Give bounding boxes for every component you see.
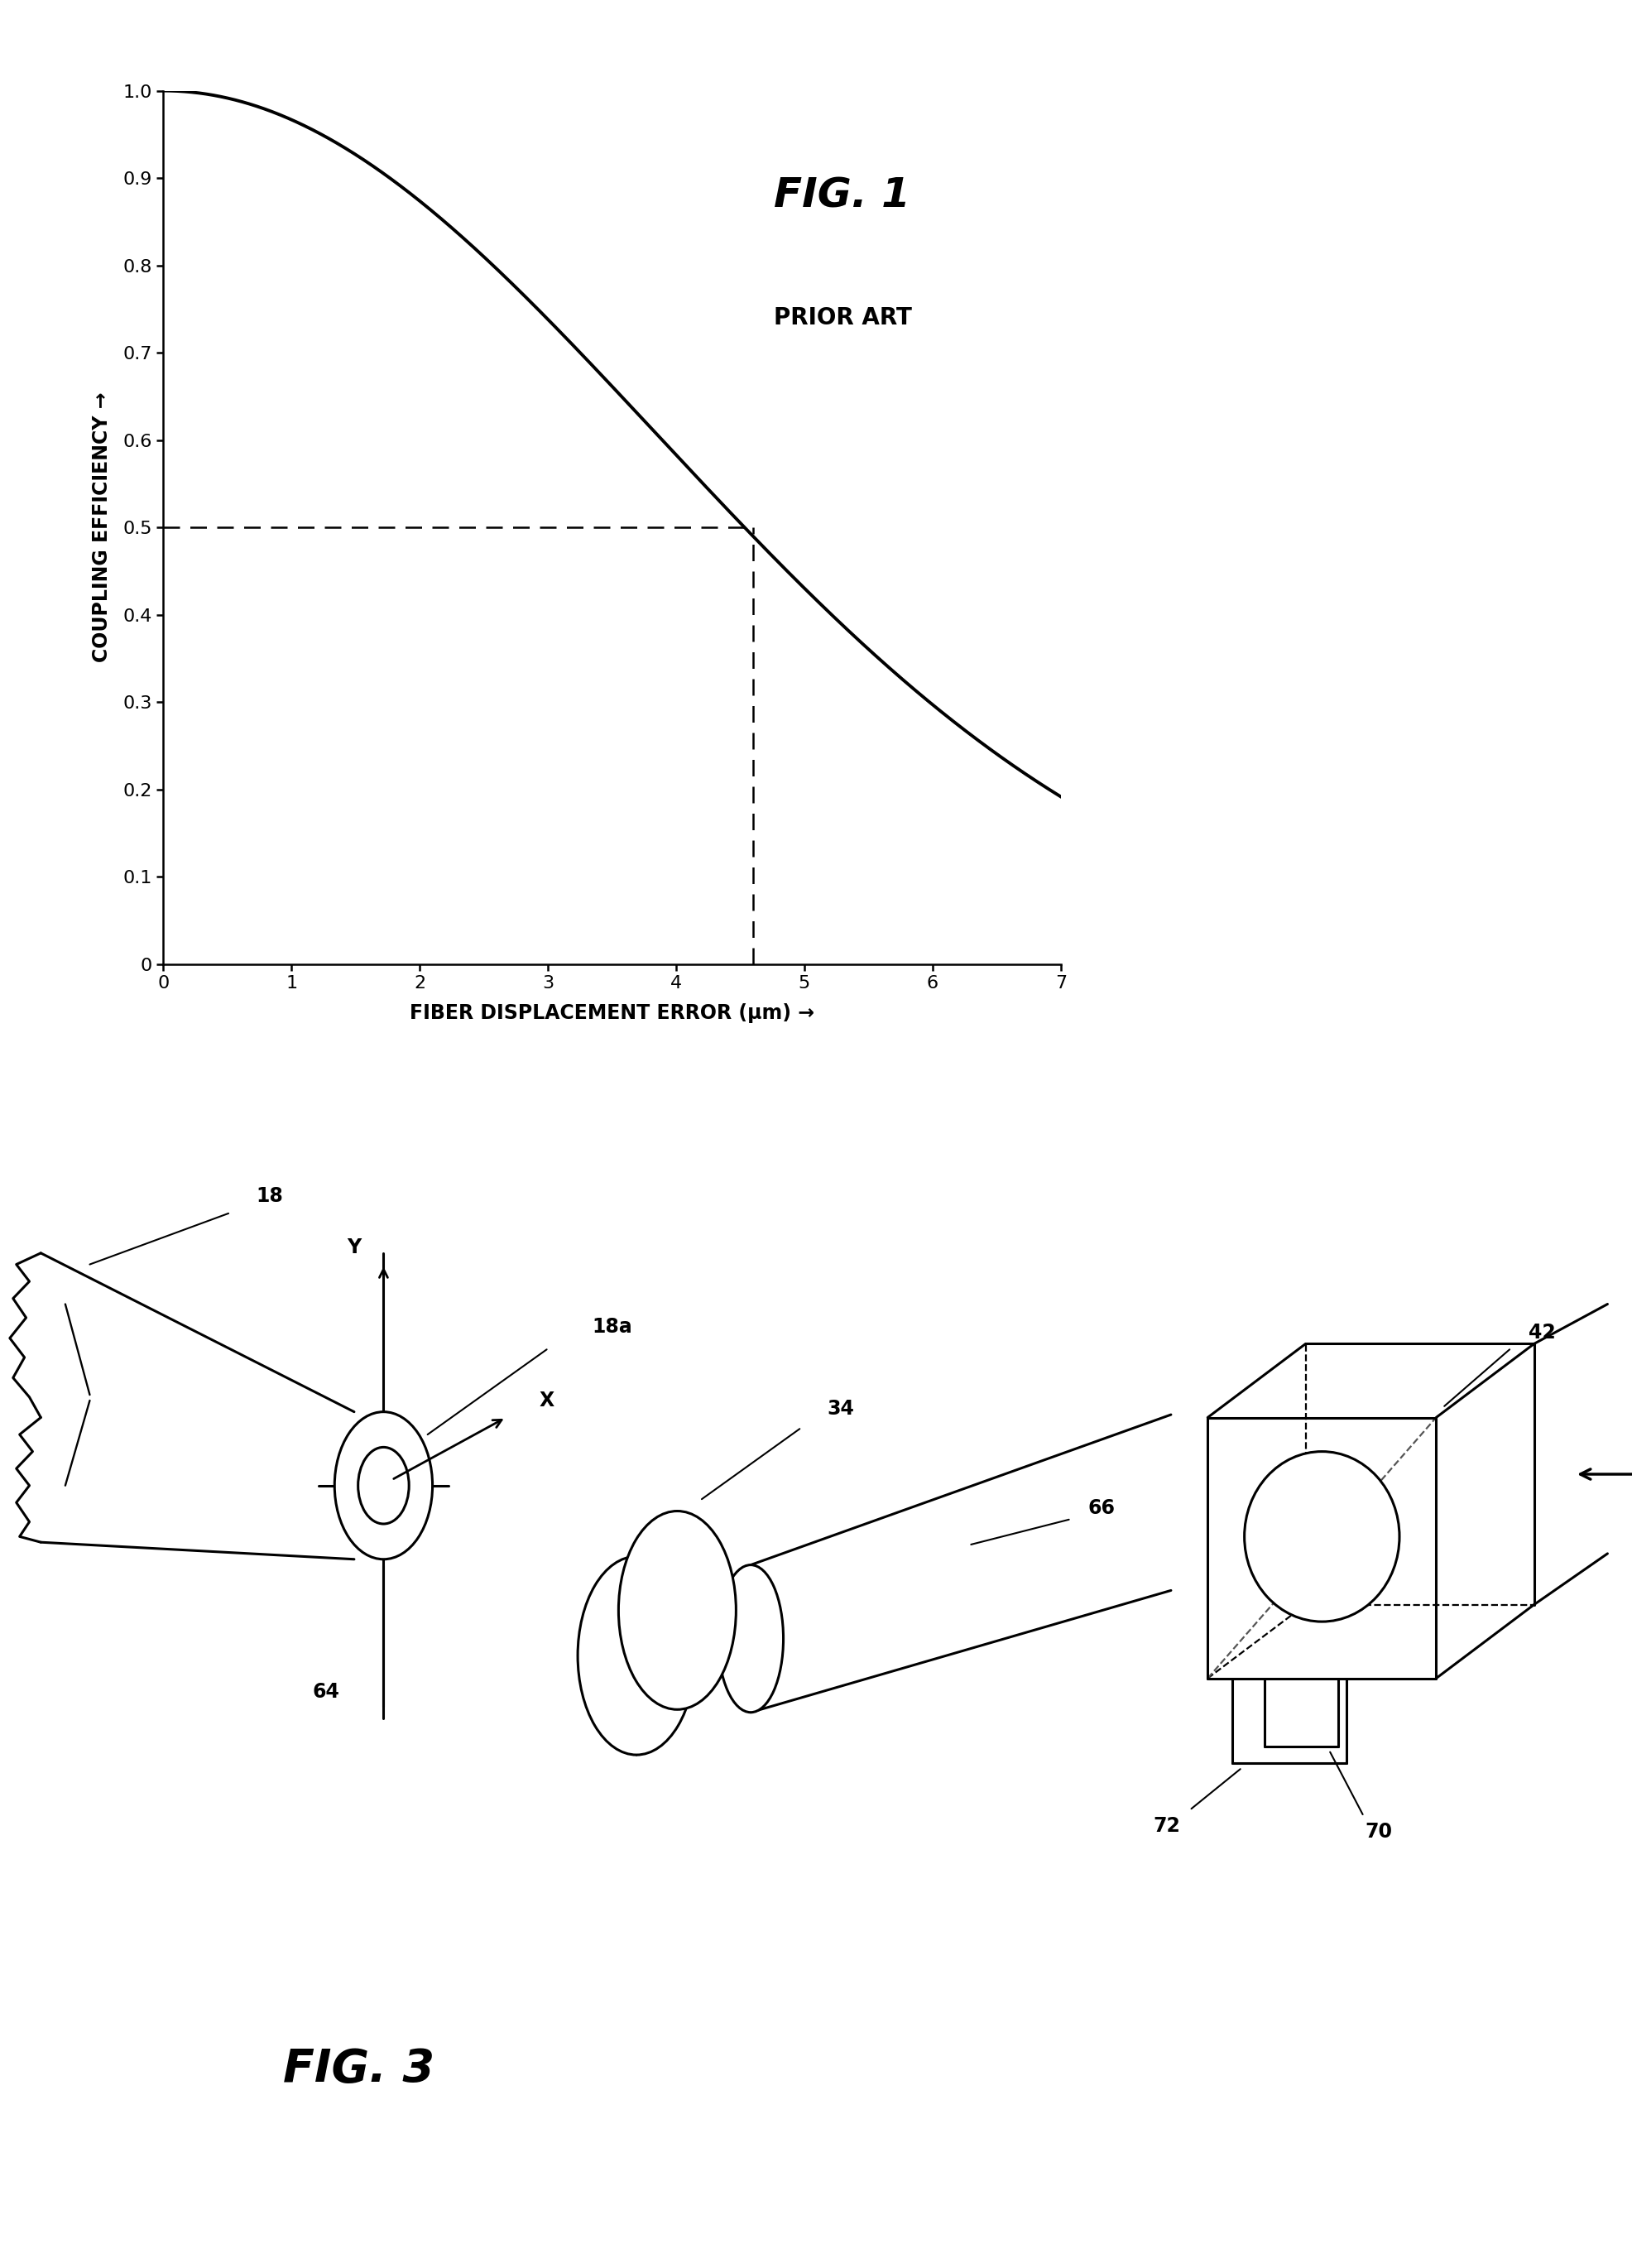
Text: PRIOR ART: PRIOR ART [774, 306, 912, 329]
Text: 70: 70 [1366, 1821, 1392, 1842]
Text: 42: 42 [1529, 1322, 1555, 1343]
Text: FIG. 1: FIG. 1 [774, 175, 911, 215]
Y-axis label: COUPLING EFFICIENCY →: COUPLING EFFICIENCY → [91, 392, 111, 662]
Text: 64: 64 [313, 1683, 339, 1701]
Ellipse shape [335, 1411, 432, 1560]
Text: FIG. 3: FIG. 3 [284, 2048, 434, 2091]
Text: X: X [539, 1390, 555, 1411]
Text: 18: 18 [256, 1186, 282, 1207]
Ellipse shape [718, 1565, 783, 1712]
Ellipse shape [619, 1510, 736, 1710]
Text: Y: Y [348, 1238, 361, 1256]
Ellipse shape [1245, 1452, 1400, 1622]
Text: 18a: 18a [592, 1318, 632, 1336]
Text: 34: 34 [827, 1399, 854, 1418]
Ellipse shape [578, 1556, 695, 1755]
Text: 72: 72 [1154, 1817, 1180, 1835]
X-axis label: FIBER DISPLACEMENT ERROR (μm) →: FIBER DISPLACEMENT ERROR (μm) → [410, 1002, 814, 1023]
Text: 66: 66 [1089, 1499, 1115, 1517]
